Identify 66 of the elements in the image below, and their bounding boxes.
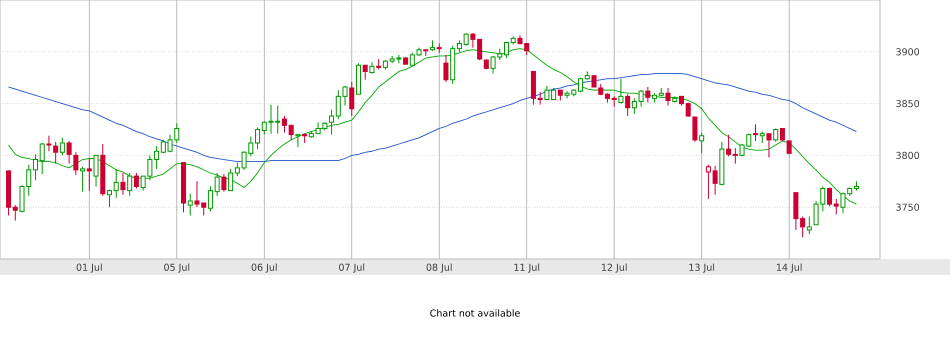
candlestick [228, 168, 234, 192]
candlestick [692, 116, 698, 142]
candlestick [12, 204, 18, 222]
x-tick-label: 05 Jul [164, 264, 190, 273]
x-tick-label: 11 Jul [514, 264, 540, 273]
candlestick [618, 78, 624, 104]
x-tick-label: 07 Jul [339, 264, 364, 273]
candlestick [760, 131, 765, 144]
candlestick [854, 180, 859, 192]
candlestick [60, 137, 65, 156]
candlestick [773, 128, 778, 142]
candlestick [732, 148, 738, 164]
candlestick [820, 186, 826, 212]
candlestick [625, 94, 630, 117]
candlestick [349, 81, 354, 117]
candlestick [174, 122, 180, 144]
candlestick [140, 176, 146, 192]
x-tick-label: 06 Jul [252, 264, 277, 273]
candlestick [436, 43, 442, 54]
y-tick-label: 3750 [896, 204, 920, 211]
text: Chart not available [430, 309, 520, 317]
candlestick [806, 216, 812, 235]
candlestick [645, 86, 650, 104]
candlestick [362, 64, 368, 80]
candlestick [66, 140, 72, 164]
x-tick-label: 14 Jul [776, 264, 802, 273]
candlestick [443, 54, 448, 82]
candlestick [652, 92, 658, 104]
candlestick [120, 172, 126, 196]
candlestick [221, 174, 226, 192]
candlestick [490, 55, 496, 74]
candlestick [814, 200, 819, 226]
candlestick [80, 166, 86, 192]
candlestick [86, 158, 92, 192]
candlestick [53, 141, 58, 164]
candlestick [127, 172, 132, 196]
candlestick [295, 134, 300, 148]
candlestick [752, 124, 758, 142]
y-tick-label: 3800 [896, 152, 920, 159]
candlestick [699, 132, 704, 154]
candlestick [329, 109, 334, 136]
candlestick [740, 143, 745, 157]
candlestick [46, 135, 52, 152]
y-tick-label: 3850 [896, 100, 920, 108]
candlestick [376, 58, 382, 70]
x-tick-label: 13 Jul [689, 264, 714, 273]
candlestick [666, 88, 671, 106]
x-tick-label: 08 Jul [426, 264, 452, 273]
y-tick-label: 3900 [896, 48, 920, 56]
candlestick [484, 58, 489, 70]
candlestick [591, 75, 597, 88]
candlestick [780, 128, 785, 142]
candlestick [430, 40, 436, 52]
candlestick [786, 140, 792, 155]
candlestick [73, 152, 78, 176]
candlestick [726, 134, 732, 157]
candlestick [134, 172, 139, 190]
candlestick [369, 62, 374, 74]
candlestick [766, 133, 772, 158]
candlestick [94, 154, 99, 187]
candlestick [302, 133, 308, 144]
candlestick [558, 90, 563, 101]
candlestick [746, 133, 752, 148]
x-tick-label: 12 Jul [602, 264, 627, 273]
candlestick [188, 193, 193, 216]
x-tick-label: 01 Jul [76, 264, 102, 273]
